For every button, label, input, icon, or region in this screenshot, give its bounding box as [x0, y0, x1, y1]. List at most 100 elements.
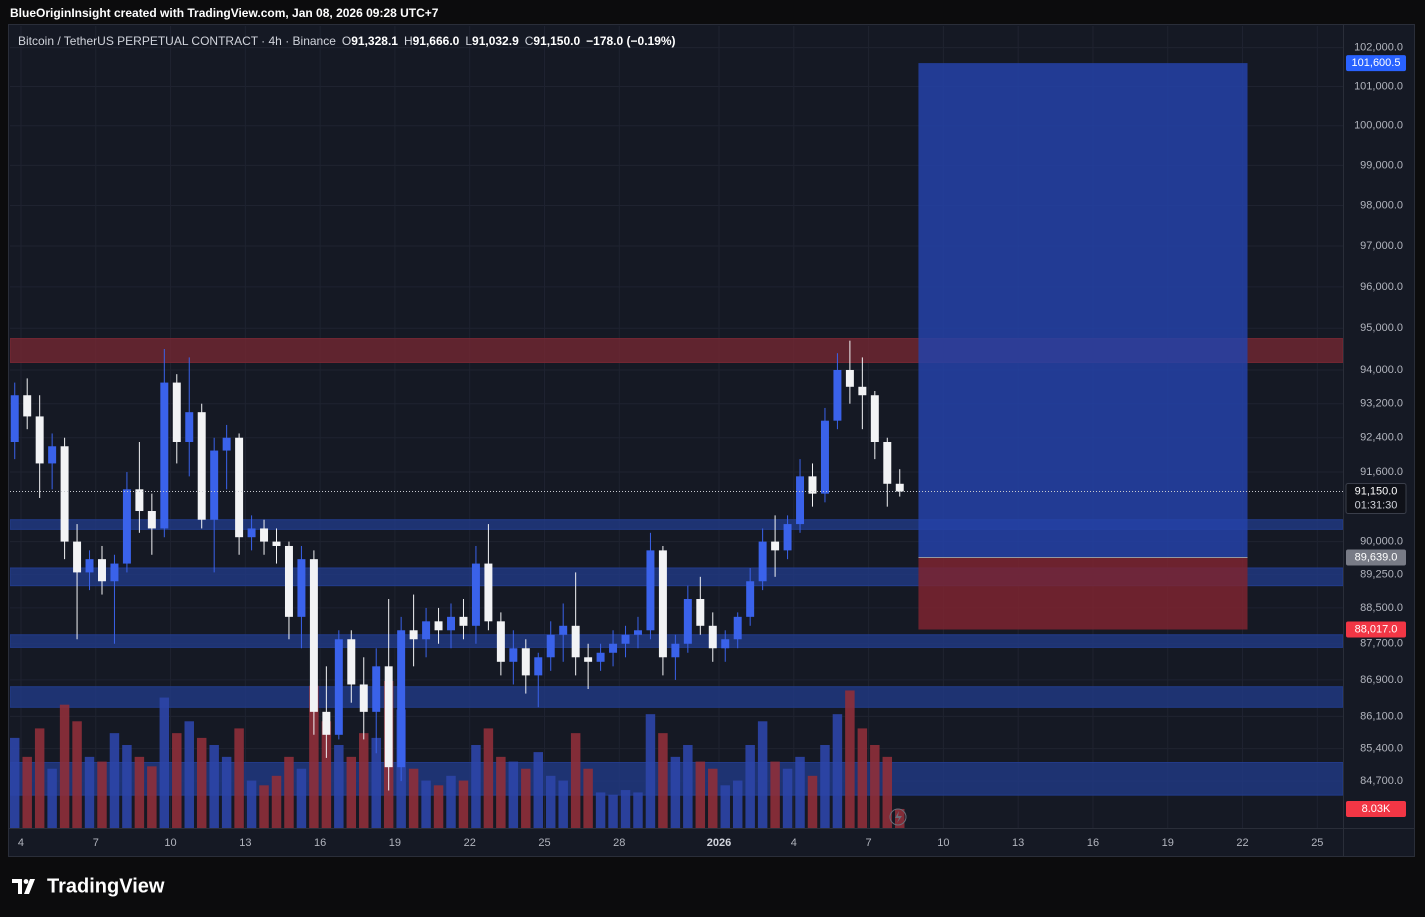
candle-body	[658, 550, 667, 658]
symbol-title: Bitcoin / TetherUS PERPETUAL CONTRACT · …	[18, 34, 336, 48]
axes: 84,700.0 85,400.0 86,100.0 86,900.0 87,700.0…	[18, 42, 1407, 849]
target-label-bg	[1346, 55, 1406, 72]
candle-body	[60, 446, 69, 542]
volume-bar	[521, 768, 531, 828]
candle-body	[820, 420, 829, 494]
volume-bar	[296, 768, 307, 828]
candle-body	[683, 599, 692, 644]
volume-bar	[857, 728, 868, 828]
stop-label-bg	[1346, 621, 1406, 638]
volume-bar	[496, 756, 506, 828]
volume-bar	[84, 756, 95, 828]
loss-area	[918, 557, 1248, 630]
candle-body	[297, 559, 306, 617]
candle-body	[509, 648, 518, 662]
volume-bar	[545, 775, 556, 828]
candle-body	[384, 666, 393, 768]
candle-body	[584, 657, 593, 662]
volume-bar	[658, 733, 668, 828]
y-tick-label: 84,700.0	[1360, 775, 1403, 787]
volume-bar	[608, 794, 618, 828]
volume-bar	[471, 745, 481, 828]
volume-bar	[47, 768, 57, 828]
replay-icon[interactable]	[889, 808, 907, 826]
y-tick-label: 97,000.0	[1360, 240, 1403, 252]
volume-bar	[807, 775, 818, 828]
candle-body	[23, 395, 32, 417]
volume-bar	[770, 761, 780, 828]
candle-body	[322, 711, 331, 735]
x-tick-label: 4	[791, 837, 797, 849]
stop-label: 88,017.0	[1355, 623, 1398, 635]
x-tick-label: 25	[1311, 837, 1323, 849]
x-tick-label: 4	[18, 837, 24, 849]
candle-body	[334, 639, 343, 735]
volume-bar	[421, 780, 431, 828]
volume-bar	[483, 728, 494, 828]
y-tick-label: 98,000.0	[1360, 199, 1403, 211]
volume-bar	[732, 780, 743, 828]
volume-bar	[109, 733, 120, 828]
volume-bar	[59, 704, 70, 828]
x-tick-label: 13	[1012, 837, 1024, 849]
volume-bar	[533, 752, 544, 828]
volume-bar	[695, 761, 706, 828]
volume-bar	[845, 690, 855, 828]
legend-value: 91,032.9	[472, 34, 519, 48]
candle-body	[746, 581, 755, 617]
logo-icon	[12, 879, 35, 894]
volume-bar	[882, 756, 893, 828]
y-tick-label: 96,000.0	[1360, 281, 1403, 293]
candle-body	[272, 541, 281, 546]
plot	[10, 63, 1343, 828]
volume-bar	[408, 768, 419, 828]
candle-body	[409, 630, 418, 640]
candle-body	[98, 559, 106, 582]
last-price-label: 91,150.0	[1355, 485, 1398, 497]
x-tick-label: 10	[164, 837, 176, 849]
entry-label-bg	[1346, 549, 1406, 566]
candle-body	[783, 524, 792, 551]
volume-bar	[446, 775, 456, 828]
candle-body	[147, 511, 156, 529]
y-tick-label: 86,900.0	[1360, 674, 1403, 686]
volume-bar	[172, 733, 182, 828]
volume-bar	[159, 697, 170, 828]
y-tick-label: 88,500.0	[1360, 602, 1403, 614]
legend-key: O	[342, 34, 351, 48]
candle-body	[895, 483, 904, 492]
target-label: 101,600.5	[1352, 57, 1401, 69]
volume-bar	[10, 737, 20, 828]
candle-body	[459, 616, 468, 626]
ohlc-legend: O 91,328.1 H 91,666.0 L 91,032.9 C 91,150.0 −178…	[342, 34, 676, 48]
volume-bar	[508, 761, 519, 828]
candle-body	[397, 630, 406, 768]
y-tick-label: 91,600.0	[1360, 466, 1403, 478]
logo-dot	[23, 879, 29, 884]
x-tick-label: 19	[389, 837, 401, 849]
candle-body	[10, 395, 19, 442]
x-tick-label: 16	[314, 837, 326, 849]
candle-body	[260, 528, 269, 542]
volume-bar	[683, 745, 693, 828]
candle-body	[858, 386, 867, 396]
candle-body	[434, 621, 443, 631]
candle-body	[447, 616, 455, 631]
volume-bar	[620, 790, 631, 828]
volume-bar	[633, 792, 643, 828]
volume-bar	[645, 714, 656, 828]
x-tick-label: 10	[937, 837, 949, 849]
y-tick-label: 94,000.0	[1360, 364, 1403, 376]
legend-key: L	[465, 34, 472, 48]
y-tick-label: 101,000.0	[1354, 80, 1403, 92]
x-tick-label: 7	[93, 837, 99, 849]
volume-bar	[122, 745, 132, 828]
volume-bar	[832, 714, 843, 828]
volume-label: 8.03K	[1362, 803, 1391, 815]
header: BlueOriginInsight created with TradingVi…	[10, 6, 439, 20]
candle-body	[235, 437, 244, 538]
volume-bar	[34, 728, 45, 828]
candle-body	[633, 630, 642, 635]
y-tick-label: 85,400.0	[1360, 743, 1403, 755]
legend-value: −178.0 (−0.19%)	[586, 34, 675, 48]
